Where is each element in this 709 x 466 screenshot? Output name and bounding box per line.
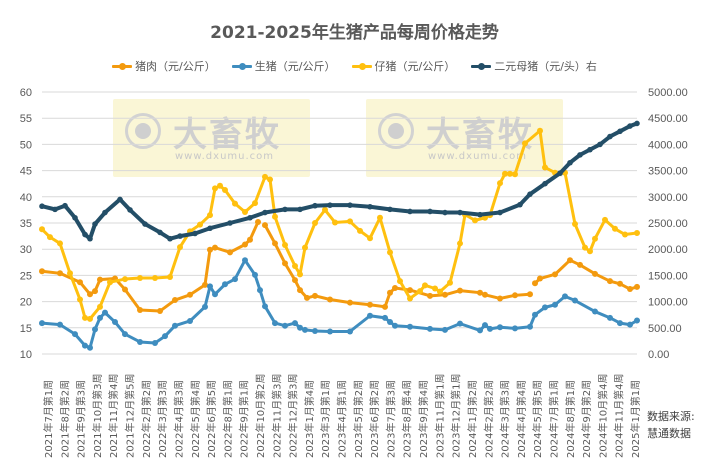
source-label: 数据来源: (647, 410, 695, 423)
legend-item-sow[interactable]: 二元母猪（元/头）右 (471, 58, 597, 74)
legend: 猪肉（元/公斤） 生猪（元/公斤） 仔猪（元/公斤） 二元母猪（元/头）右 (0, 58, 709, 74)
y-tick-label-right: 4500.00 (648, 113, 688, 125)
y-tick-label: 55 (20, 113, 32, 125)
x-tick-label: 2024年8月第1周 (564, 380, 577, 458)
y-tick-label: 30 (20, 244, 32, 256)
data-source: 数据来源: 慧通数据 (647, 408, 695, 442)
x-tick-label: 2022年5月第4周 (189, 380, 202, 458)
line-marker-icon (231, 62, 252, 70)
series-2 (39, 127, 640, 322)
series-1 (39, 257, 640, 351)
left-y-axis: 10 15 20 25 30 35 40 45 50 55 60 (20, 87, 32, 361)
x-tick-label: 2022年3月第3周 (156, 380, 169, 458)
x-tick-label: 2022年11月第3周 (270, 373, 283, 458)
x-tick-label: 2022年9月第1周 (238, 380, 251, 458)
x-tick-label: 2022年12月第3周 (287, 373, 300, 458)
y-tick-label: 35 (20, 218, 32, 230)
x-tick-label: 2023年8月第4周 (401, 380, 414, 458)
x-tick-label: 2023年11月第1周 (433, 373, 446, 458)
series-0 (39, 218, 640, 315)
x-tick-label: 2024年10月第4周 (596, 373, 609, 458)
x-tick-label: 2023年4月第1周 (336, 380, 349, 458)
watermark: 大畜牧 www.dxumu.com (113, 99, 310, 177)
x-tick-label: 2023年7月第3周 (384, 380, 397, 458)
y-tick-label: 10 (20, 349, 32, 361)
x-tick-label: 2023年9月第4周 (417, 380, 430, 458)
x-tick-label: 2024年5月第5周 (531, 380, 544, 458)
watermark-brand: 大畜牧 (426, 115, 534, 155)
y-tick-label: 40 (20, 192, 32, 204)
x-tick-label: 2021年12月第5周 (124, 373, 137, 458)
x-tick-label: 2024年7月第1周 (547, 380, 560, 458)
y-tick-label-right: 500.00 (648, 323, 682, 335)
x-tick-label: 2023年12月第1周 (450, 373, 463, 458)
line-marker-icon (351, 62, 372, 70)
x-tick-label: 2022年2月第2周 (140, 380, 153, 458)
series-3 (39, 120, 640, 242)
legend-item-pork[interactable]: 猪肉（元/公斤） (112, 58, 216, 74)
y-tick-label-right: 3000.00 (648, 192, 688, 204)
x-tick-label: 2024年11月第4周 (613, 373, 626, 458)
legend-item-live-hog[interactable]: 生猪（元/公斤） (231, 58, 336, 74)
x-tick-label: 2024年3月第3周 (499, 380, 512, 458)
y-tick-label-right: 2000.00 (648, 244, 688, 256)
x-axis: 2021年7月第1周 2021年8月第2周 2021年9月第3周 2021年10月第3… (42, 373, 642, 458)
watermark-logo-icon (125, 113, 161, 149)
x-tick-label: 2022年6月第5周 (205, 380, 218, 458)
x-tick-label: 2023年3月第1周 (319, 380, 332, 458)
y-tick-label-right: 0.00 (648, 349, 669, 361)
legend-label: 生猪（元/公斤） (254, 60, 336, 73)
series-lines (39, 120, 640, 351)
watermark-logo-icon (378, 113, 414, 149)
x-tick-label: 2024年4月第4周 (515, 380, 528, 458)
line-marker-icon (471, 62, 492, 70)
x-tick-label: 2022年8月第1周 (221, 380, 234, 458)
watermark-url: www.dxumu.com (428, 151, 528, 162)
x-tick-label: 2025年1月第1周 (629, 380, 642, 458)
legend-label: 猪肉（元/公斤） (135, 60, 216, 73)
y-tick-label: 25 (20, 270, 32, 282)
right-y-axis: 0.00 500.00 1000.00 1500.00 2000.00 2500.00 30… (648, 87, 688, 361)
watermark-brand: 大畜牧 (173, 115, 281, 155)
y-tick-label-right: 5000.00 (648, 87, 688, 99)
x-tick-label: 2023年6月第2周 (368, 380, 381, 458)
y-tick-label: 60 (20, 87, 32, 99)
x-tick-label: 2022年10月第2周 (254, 373, 267, 458)
x-tick-label: 2021年11月第4周 (107, 373, 120, 458)
legend-label: 二元母猪（元/头）右 (494, 60, 597, 73)
y-tick-label-right: 2500.00 (648, 218, 688, 230)
x-tick-label: 2023年1月第4周 (303, 380, 316, 458)
y-tick-label: 15 (20, 323, 32, 335)
watermark-url: www.dxumu.com (175, 151, 275, 162)
y-tick-label: 45 (20, 166, 32, 178)
y-tick-label: 20 (20, 297, 32, 309)
y-tick-label: 50 (20, 139, 32, 151)
legend-item-piglet[interactable]: 仔猪（元/公斤） (351, 58, 456, 74)
chart-title: 2021-2025年生猪产品每周价格走势 (210, 23, 499, 43)
x-tick-label: 2024年2月第2周 (482, 380, 495, 458)
x-tick-label: 2023年5月第2周 (352, 380, 365, 458)
x-tick-label: 2024年9月第2周 (580, 380, 593, 458)
x-tick-label: 2021年8月第2周 (58, 380, 71, 458)
x-tick-label: 2022年4月第3周 (172, 380, 185, 458)
x-tick-label: 2024年1月第2周 (466, 380, 479, 458)
x-tick-label: 2021年10月第3周 (91, 373, 104, 458)
y-tick-label-right: 3500.00 (648, 166, 688, 178)
y-tick-label-right: 1000.00 (648, 297, 688, 309)
legend-label: 仔猪（元/公斤） (374, 60, 456, 73)
x-tick-label: 2021年7月第1周 (42, 380, 55, 458)
line-marker-icon (112, 62, 133, 70)
x-tick-label: 2021年9月第3周 (75, 380, 88, 458)
y-tick-label-right: 4000.00 (648, 139, 688, 151)
source-name: 慧通数据 (647, 427, 691, 440)
y-tick-label-right: 1500.00 (648, 270, 688, 282)
